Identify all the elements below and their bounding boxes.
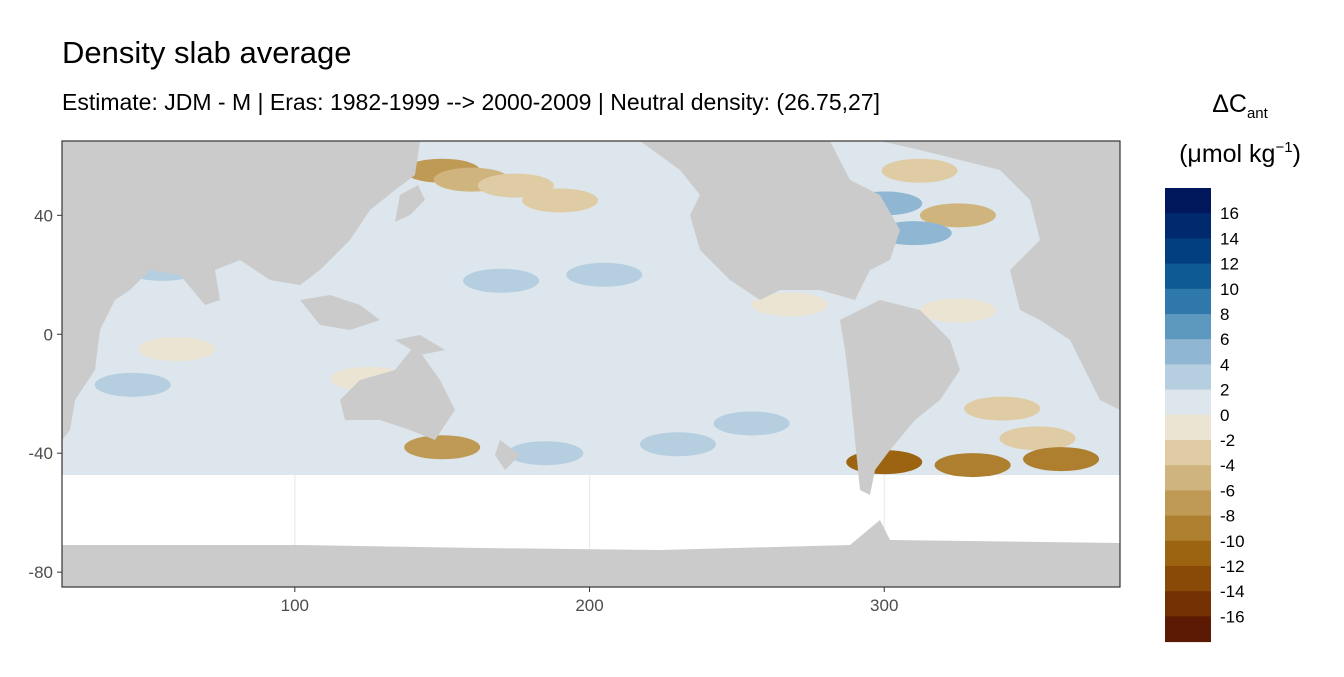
ocean-patch <box>404 435 481 460</box>
legend: ΔCant (μmol kg−1) -16 -14 -12 -10 -8 -6 -4 -2 0 2… <box>1165 90 1301 643</box>
legend-label: -14 <box>1220 582 1245 601</box>
legend-label: -2 <box>1220 431 1235 450</box>
legend-swatch <box>1165 213 1211 239</box>
legend-unit: (μmol kg−1) <box>1179 139 1301 168</box>
legend-unit-main: (μmol kg <box>1179 140 1275 168</box>
chart-title: Density slab average <box>62 35 352 70</box>
legend-swatch <box>1165 616 1211 643</box>
legend-swatch <box>1165 566 1211 592</box>
legend-label: 8 <box>1220 305 1229 324</box>
legend-swatch <box>1165 540 1211 567</box>
legend-label: 10 <box>1220 280 1239 299</box>
ocean-patch <box>463 268 540 293</box>
legend-label: -10 <box>1220 532 1245 551</box>
ocean-patch <box>713 411 790 436</box>
legend-label: 0 <box>1220 406 1229 425</box>
legend-label: -8 <box>1220 507 1235 526</box>
ocean-patch <box>94 372 171 397</box>
legend-label: 4 <box>1220 355 1229 374</box>
new-zealand <box>495 440 520 470</box>
legend-label: -16 <box>1220 607 1245 626</box>
x-tick-label: 100 <box>281 596 309 615</box>
ocean-patch <box>881 158 958 183</box>
legend-swatch <box>1165 414 1211 441</box>
legend-label: -6 <box>1220 481 1235 500</box>
ocean-patch <box>919 203 996 228</box>
ocean-patch <box>999 426 1076 451</box>
legend-swatch <box>1165 364 1211 391</box>
legend-label: 14 <box>1220 229 1239 248</box>
y-tick-label: -40 <box>28 444 53 463</box>
legend-swatch <box>1165 339 1211 365</box>
legend-swatch <box>1165 591 1211 617</box>
antarctica <box>62 520 1120 587</box>
ocean-patch <box>964 396 1041 421</box>
west-africa <box>1010 240 1120 410</box>
y-tick-label: -80 <box>28 563 53 582</box>
legend-swatch <box>1165 389 1211 416</box>
ocean-patch <box>1023 447 1100 472</box>
ocean-patch <box>934 453 1011 478</box>
legend-swatch <box>1165 314 1211 340</box>
ocean-patch <box>639 432 716 457</box>
legend-swatch <box>1165 288 1211 315</box>
ocean-patch <box>751 292 828 317</box>
ocean-patch <box>138 337 215 362</box>
greenland-europe <box>880 141 1120 240</box>
legend-swatch <box>1165 465 1211 491</box>
ocean-patch <box>566 262 643 287</box>
legend-label: 2 <box>1220 381 1229 400</box>
x-tick-label: 200 <box>575 596 603 615</box>
y-tick-label: 40 <box>34 206 53 225</box>
legend-title-main: ΔC <box>1212 90 1247 118</box>
x-tick-label: 300 <box>870 596 898 615</box>
legend-swatch <box>1165 440 1211 466</box>
legend-title-sub: ant <box>1247 105 1269 122</box>
legend-unit-end: ) <box>1293 140 1301 168</box>
y-tick-label: 0 <box>44 325 53 344</box>
maritime-continent <box>300 295 380 330</box>
legend-swatch <box>1165 515 1211 542</box>
eurasia-africa <box>62 141 420 440</box>
ocean-patch <box>522 188 599 213</box>
legend-swatch <box>1165 490 1211 517</box>
legend-label: -4 <box>1220 456 1235 475</box>
land <box>62 141 1120 587</box>
legend-swatch <box>1165 238 1211 265</box>
ocean-patch <box>919 298 996 323</box>
ocean-patch <box>507 441 584 466</box>
north-america <box>640 141 900 300</box>
south-america <box>840 300 960 495</box>
australia <box>340 345 455 440</box>
legend-label: -12 <box>1220 557 1245 576</box>
legend-title: ΔCant <box>1212 90 1268 122</box>
legend-swatch <box>1165 188 1211 214</box>
legend-swatch <box>1165 263 1211 290</box>
japan <box>395 185 425 222</box>
chart-subtitle: Estimate: JDM - M | Eras: 1982-1999 --> … <box>62 89 880 115</box>
plot-border <box>61 140 1121 588</box>
legend-label: 12 <box>1220 255 1239 274</box>
legend-label: 6 <box>1220 330 1229 349</box>
new-guinea <box>395 335 445 355</box>
legend-unit-sup: −1 <box>1275 139 1292 156</box>
legend-label: 16 <box>1220 204 1239 223</box>
